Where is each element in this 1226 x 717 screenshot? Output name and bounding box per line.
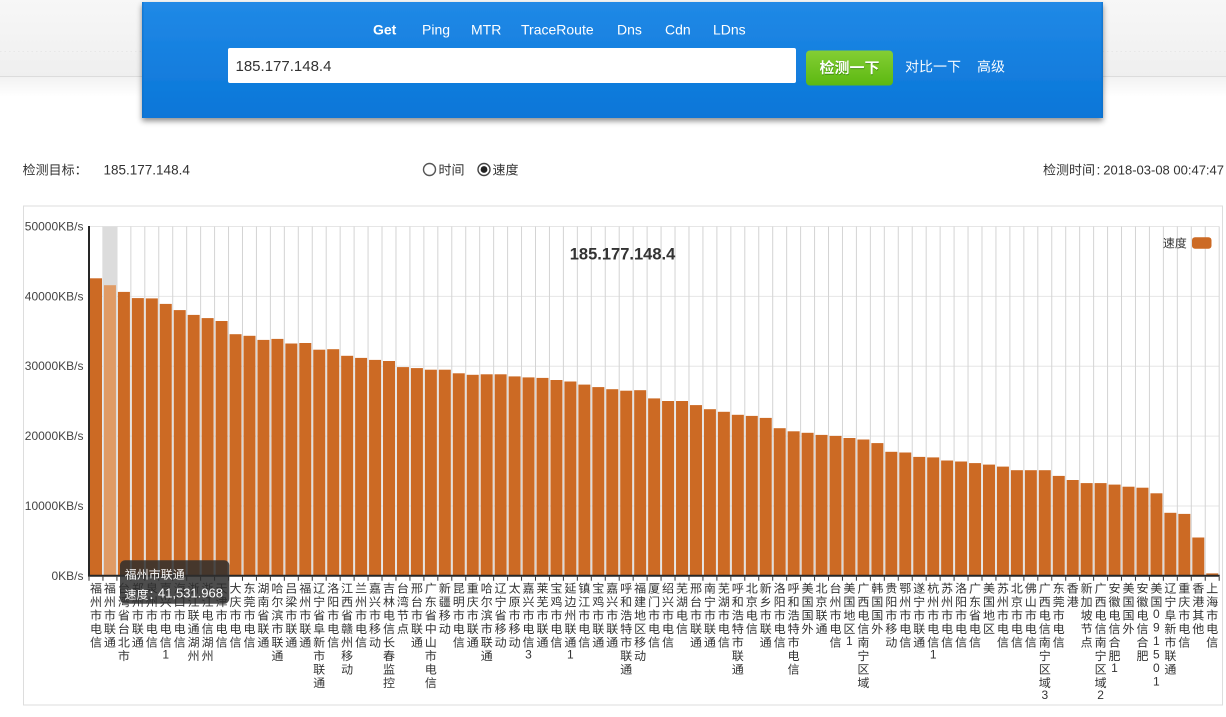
- svg-text:Ping: Ping: [422, 22, 450, 38]
- svg-text:1: 1: [930, 648, 937, 662]
- svg-text:TraceRoute: TraceRoute: [521, 22, 594, 38]
- svg-text:50000KB/s: 50000KB/s: [25, 220, 84, 234]
- svg-text:5: 5: [1153, 648, 1160, 662]
- svg-text:3: 3: [1041, 688, 1048, 702]
- svg-text:0KB/s: 0KB/s: [51, 569, 83, 583]
- svg-text:MTR: MTR: [471, 22, 501, 38]
- svg-text:3: 3: [525, 648, 532, 662]
- svg-text:1: 1: [1153, 634, 1160, 648]
- svg-text:1: 1: [1111, 661, 1118, 675]
- svg-text:LDns: LDns: [713, 22, 746, 38]
- svg-text:30000KB/s: 30000KB/s: [25, 359, 84, 373]
- svg-text:185.177.148.4: 185.177.148.4: [236, 58, 332, 75]
- svg-text:1: 1: [1153, 675, 1160, 689]
- svg-text:20000KB/s: 20000KB/s: [25, 429, 84, 443]
- svg-text:185.177.148.4: 185.177.148.4: [104, 163, 191, 178]
- svg-text:2: 2: [1097, 688, 1104, 702]
- svg-text:Cdn: Cdn: [665, 22, 691, 38]
- svg-text:0: 0: [1153, 661, 1160, 675]
- svg-text:0: 0: [1153, 607, 1160, 621]
- svg-text:9: 9: [1153, 621, 1160, 635]
- svg-text:40000KB/s: 40000KB/s: [25, 289, 84, 303]
- svg-text:2018-03-08 00:47:47: 2018-03-08 00:47:47: [1103, 163, 1224, 178]
- svg-text:1: 1: [846, 634, 853, 648]
- svg-text:1: 1: [162, 648, 169, 662]
- svg-text:41,531.968: 41,531.968: [158, 585, 223, 600]
- svg-text:Get: Get: [373, 22, 397, 38]
- svg-text:1: 1: [567, 648, 574, 662]
- svg-text:10000KB/s: 10000KB/s: [25, 499, 84, 513]
- svg-text:185.177.148.4: 185.177.148.4: [570, 246, 676, 264]
- svg-text:Dns: Dns: [617, 22, 642, 38]
- svg-text::: :: [1097, 162, 1101, 178]
